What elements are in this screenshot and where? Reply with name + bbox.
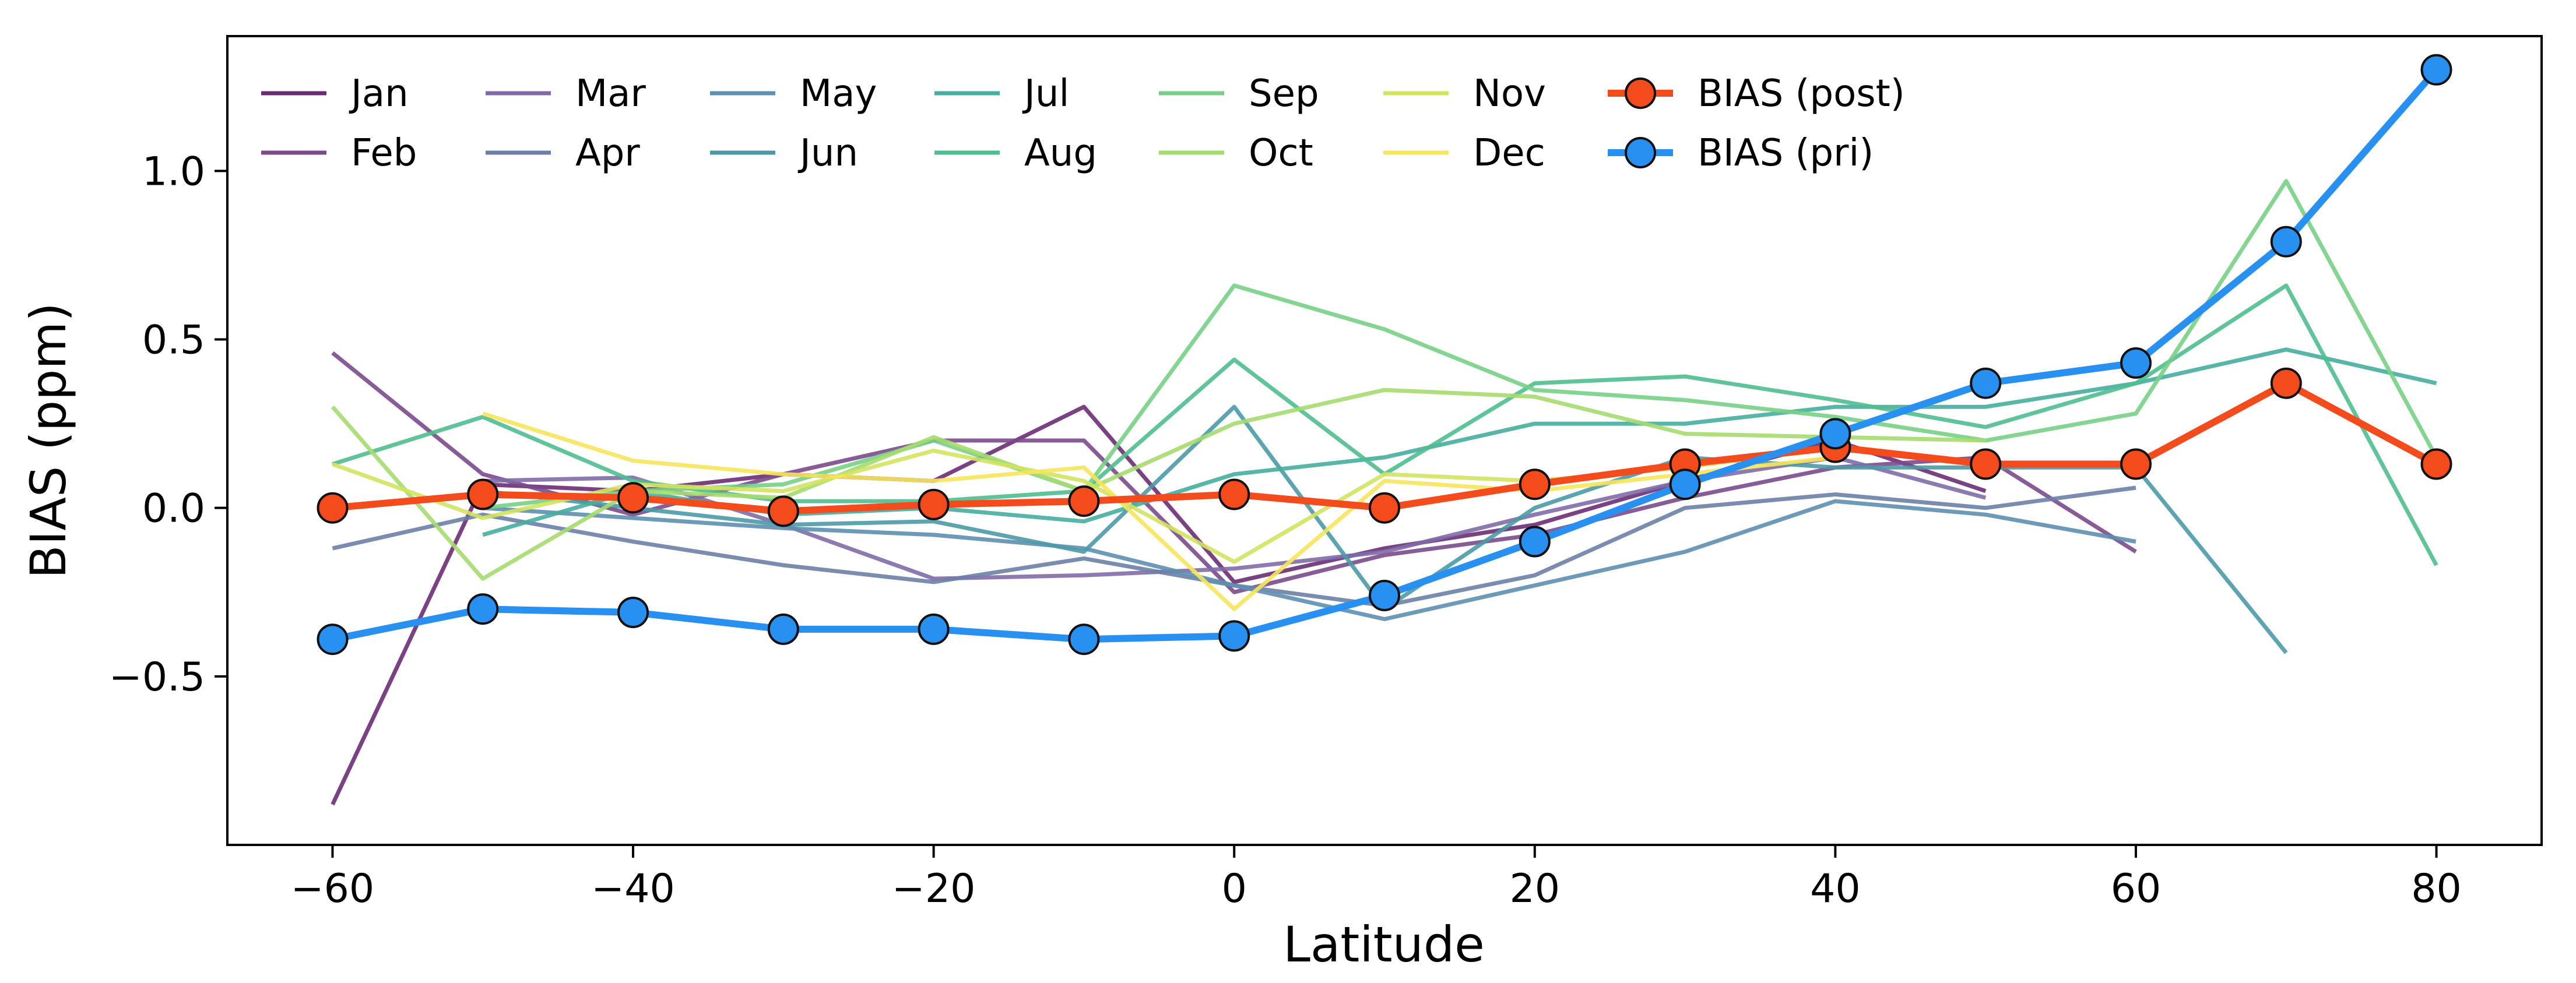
data-point-bias-pri <box>617 597 649 628</box>
data-point-bias-pri <box>467 593 499 625</box>
legend-marker-bias-pri <box>1625 137 1656 168</box>
legend-item-apr: Apr <box>486 132 640 175</box>
legend-item-feb: Feb <box>261 132 417 175</box>
x-tick-label: 60 <box>2111 866 2162 912</box>
data-point-bias-pri <box>1669 468 1701 501</box>
data-point-bias-post <box>1218 478 1250 510</box>
legend-item-bias-post: BIAS (post) <box>1608 72 1905 115</box>
data-point-bias-post <box>918 488 950 520</box>
data-point-bias-post <box>2120 448 2152 480</box>
legend-item-jun: Jun <box>710 132 858 175</box>
y-axis-label: BIAS (ppm) <box>20 302 77 579</box>
plot-frame <box>226 35 2543 846</box>
legend-item-jul: Jul <box>934 72 1069 115</box>
series-oct <box>331 387 1986 581</box>
legend-item-mar: Mar <box>486 72 646 115</box>
y-tick-label: 1.0 <box>142 149 205 195</box>
data-point-bias-post <box>617 482 649 514</box>
legend-item-nov: Nov <box>1383 72 1546 115</box>
data-point-bias-post <box>1970 448 2002 480</box>
legend-label-apr: Apr <box>575 132 640 175</box>
series-bias-post <box>317 367 2452 527</box>
x-axis-label: Latitude <box>1283 916 1485 973</box>
legend-item-may: May <box>710 72 877 115</box>
series-may <box>482 499 2136 621</box>
data-point-bias-pri <box>1819 418 1851 450</box>
legend: Jan Feb Mar Apr May Jun Jul Aug Sep Oct Nov Dec BIAS… <box>261 72 1905 175</box>
legend-marker-bias-post <box>1625 77 1656 109</box>
data-point-bias-post <box>1068 485 1100 517</box>
y-tick-label: 0.0 <box>142 486 205 532</box>
x-tick-label: −60 <box>291 866 375 912</box>
legend-label-dec: Dec <box>1473 132 1545 175</box>
data-point-bias-pri <box>1369 580 1400 611</box>
data-point-bias-post <box>1519 468 1551 501</box>
x-tick-label: 80 <box>2411 866 2462 912</box>
legend-label-bias-pri: BIAS (pri) <box>1698 132 1874 175</box>
legend-label-jan: Jan <box>349 72 409 115</box>
legend-item-sep: Sep <box>1159 72 1319 115</box>
x-tick-label: 0 <box>1222 866 1247 912</box>
y-tick-label: 0.5 <box>142 318 205 364</box>
legend-label-feb: Feb <box>351 132 417 175</box>
series-layer <box>317 54 2452 806</box>
data-point-bias-pri <box>767 613 799 645</box>
legend-label-sep: Sep <box>1249 72 1319 115</box>
legend-item-oct: Oct <box>1159 132 1313 175</box>
series-line-oct <box>331 387 1986 581</box>
series-line-may <box>482 499 2136 621</box>
data-point-bias-post <box>767 495 799 527</box>
data-point-bias-pri <box>1970 367 2002 399</box>
legend-label-jul: Jul <box>1022 72 1069 115</box>
data-point-bias-post <box>467 478 499 510</box>
data-point-bias-pri <box>2120 347 2152 379</box>
data-point-bias-pri <box>1519 526 1551 558</box>
x-tick-label: −40 <box>591 866 675 912</box>
legend-item-aug: Aug <box>934 132 1097 175</box>
data-point-bias-post <box>2420 448 2452 480</box>
y-tick-label: −0.5 <box>109 654 205 700</box>
data-point-bias-pri <box>2270 226 2302 258</box>
series-bias-pri <box>317 54 2452 656</box>
legend-label-nov: Nov <box>1473 72 1546 115</box>
series-dec <box>482 411 1836 611</box>
data-point-bias-pri <box>1218 620 1250 652</box>
data-point-bias-post <box>1369 492 1400 524</box>
legend-item-bias-pri: BIAS (pri) <box>1608 132 1874 175</box>
data-point-bias-post <box>2270 367 2302 399</box>
series-line-dec <box>482 411 1836 611</box>
x-tick-label: 40 <box>1810 866 1861 912</box>
legend-label-mar: Mar <box>575 72 646 115</box>
axis-ticks: −60 −40 −20 0 20 40 60 80 −0.5 0.0 0.5 1.0 <box>109 149 2462 912</box>
data-point-bias-pri <box>1068 623 1100 656</box>
x-tick-label: −20 <box>892 866 976 912</box>
data-point-bias-pri <box>2420 54 2452 86</box>
legend-item-jan: Jan <box>261 72 409 115</box>
legend-label-jun: Jun <box>797 132 858 175</box>
legend-label-aug: Aug <box>1024 132 1097 175</box>
data-point-bias-post <box>317 492 349 524</box>
series-line-jun <box>482 404 2288 654</box>
legend-label-oct: Oct <box>1249 132 1313 175</box>
x-tick-label: 20 <box>1510 866 1561 912</box>
data-point-bias-pri <box>317 623 349 656</box>
data-point-bias-pri <box>918 613 950 645</box>
legend-item-dec: Dec <box>1383 132 1545 175</box>
legend-label-bias-post: BIAS (post) <box>1698 72 1905 115</box>
legend-label-may: May <box>800 72 877 115</box>
series-jun <box>482 404 2288 654</box>
